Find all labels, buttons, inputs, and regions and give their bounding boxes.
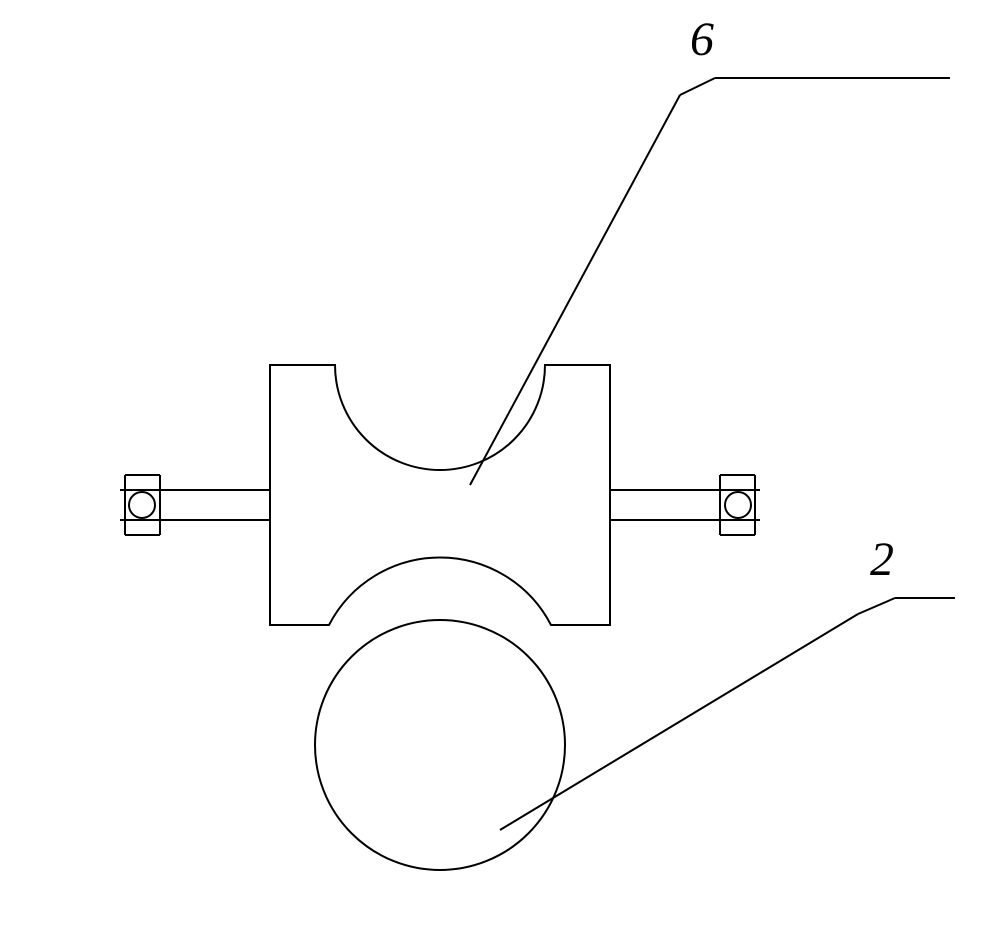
right-pin-circle: [725, 492, 751, 518]
carrier-block: [270, 365, 610, 625]
technical-diagram: [0, 0, 1000, 927]
roller-circle: [315, 620, 565, 870]
leader-line-6: [470, 78, 950, 485]
callout-label-6: 6: [690, 12, 714, 67]
leader-line-2: [500, 598, 955, 830]
left-pin-circle: [129, 492, 155, 518]
right-arm: [610, 475, 760, 535]
left-arm: [120, 475, 270, 535]
callout-label-2: 2: [870, 532, 894, 587]
